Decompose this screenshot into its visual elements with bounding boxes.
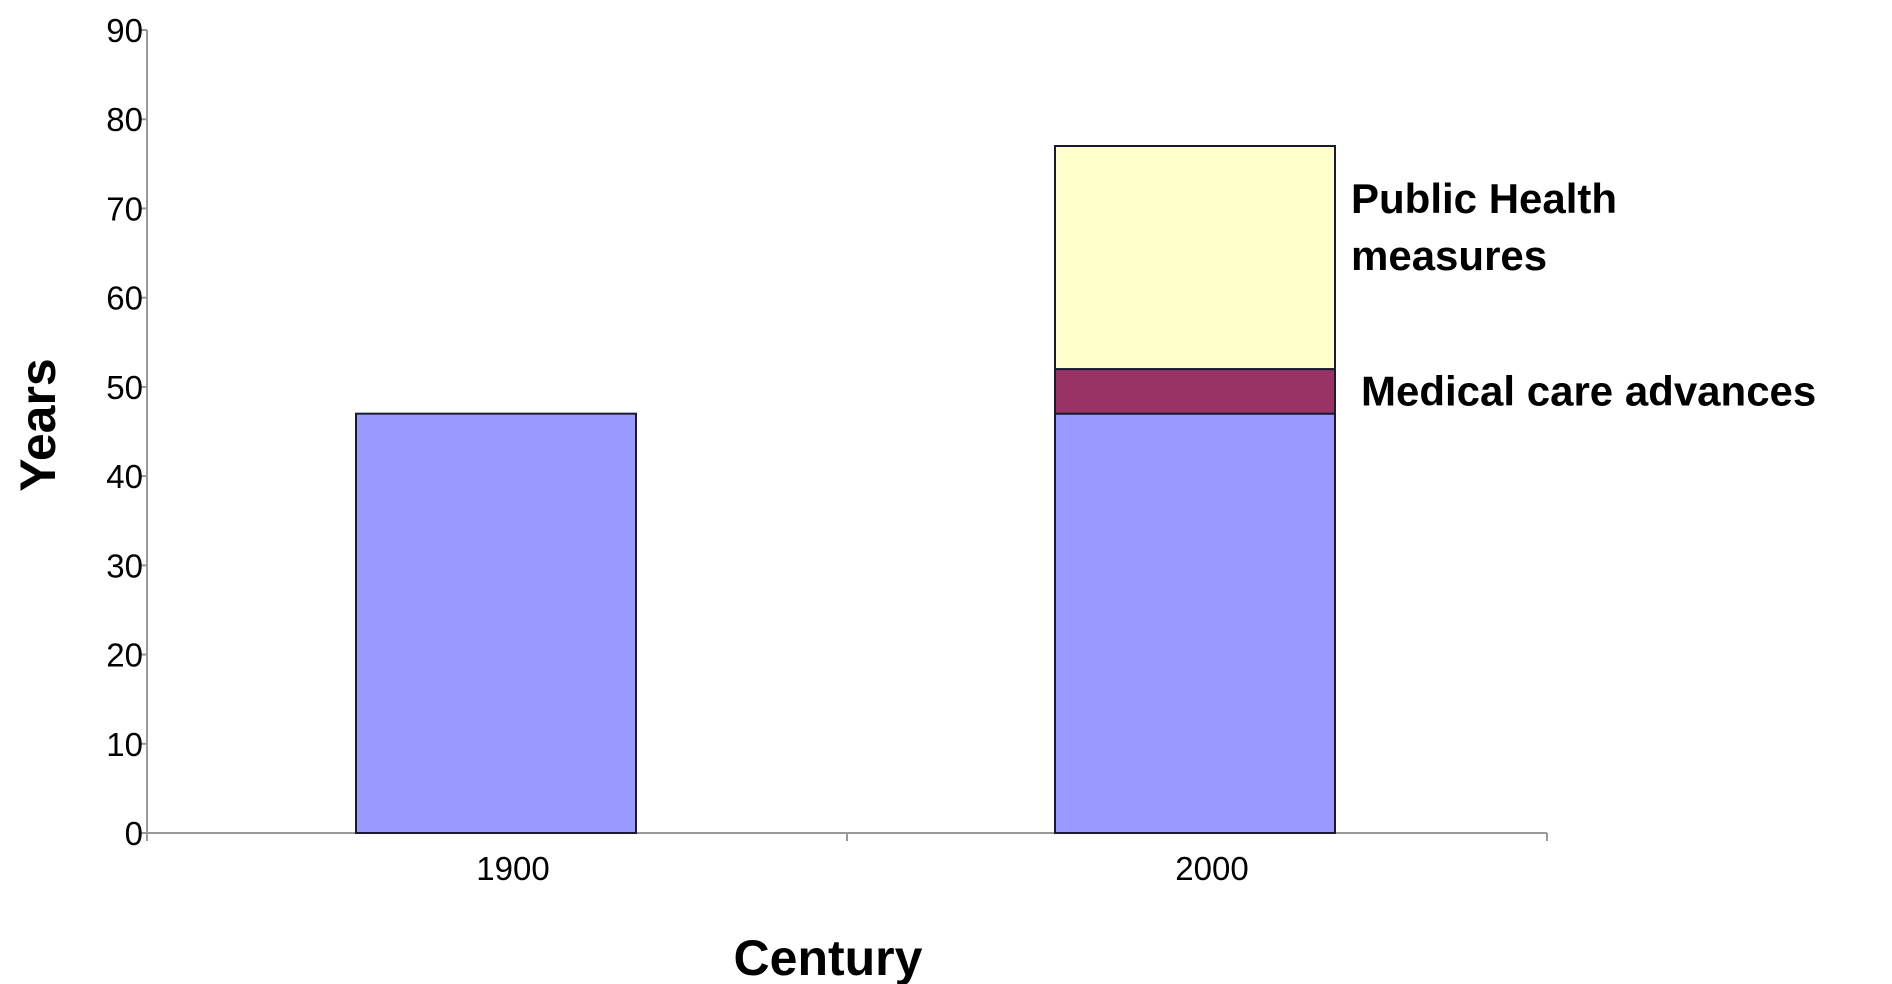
bar-segment-1900-series-1: [355, 412, 637, 834]
series-label-line: measures: [1351, 232, 1547, 279]
bar-segment-2000-series-1: [1054, 412, 1336, 834]
x-axis-title: Century: [734, 930, 923, 984]
series-label-medical-care-advances: Medical care advances: [1361, 367, 1816, 414]
bar-segment-2000-series-3: [1054, 145, 1336, 371]
y-tick-label: 0: [125, 815, 143, 852]
x-tick-label: 2000: [1175, 850, 1248, 887]
y-tick-label: 90: [106, 12, 143, 49]
y-axis-title: Years: [10, 358, 66, 491]
y-tick-label: 30: [106, 547, 143, 584]
x-tick-label: 1900: [476, 850, 549, 887]
y-tick-label: 40: [106, 458, 143, 495]
bar-segment-2000-series-2: [1054, 368, 1336, 415]
y-tick-label: 20: [106, 637, 143, 674]
y-tick-label: 70: [106, 190, 143, 227]
y-tick-label: 50: [106, 369, 143, 406]
plot-area: 0 10 20 30 40 50 60 70 80 90 1900 2000 Public Health…: [106, 12, 1816, 887]
series-label-public-health-measures: Public Health measures: [1351, 175, 1617, 279]
y-tick-label: 60: [106, 280, 143, 317]
series-label-line: Public Health: [1351, 175, 1617, 222]
y-tick-label: 80: [106, 101, 143, 138]
y-tick-label: 10: [106, 726, 143, 763]
series-label-line: Medical care advances: [1361, 367, 1816, 414]
